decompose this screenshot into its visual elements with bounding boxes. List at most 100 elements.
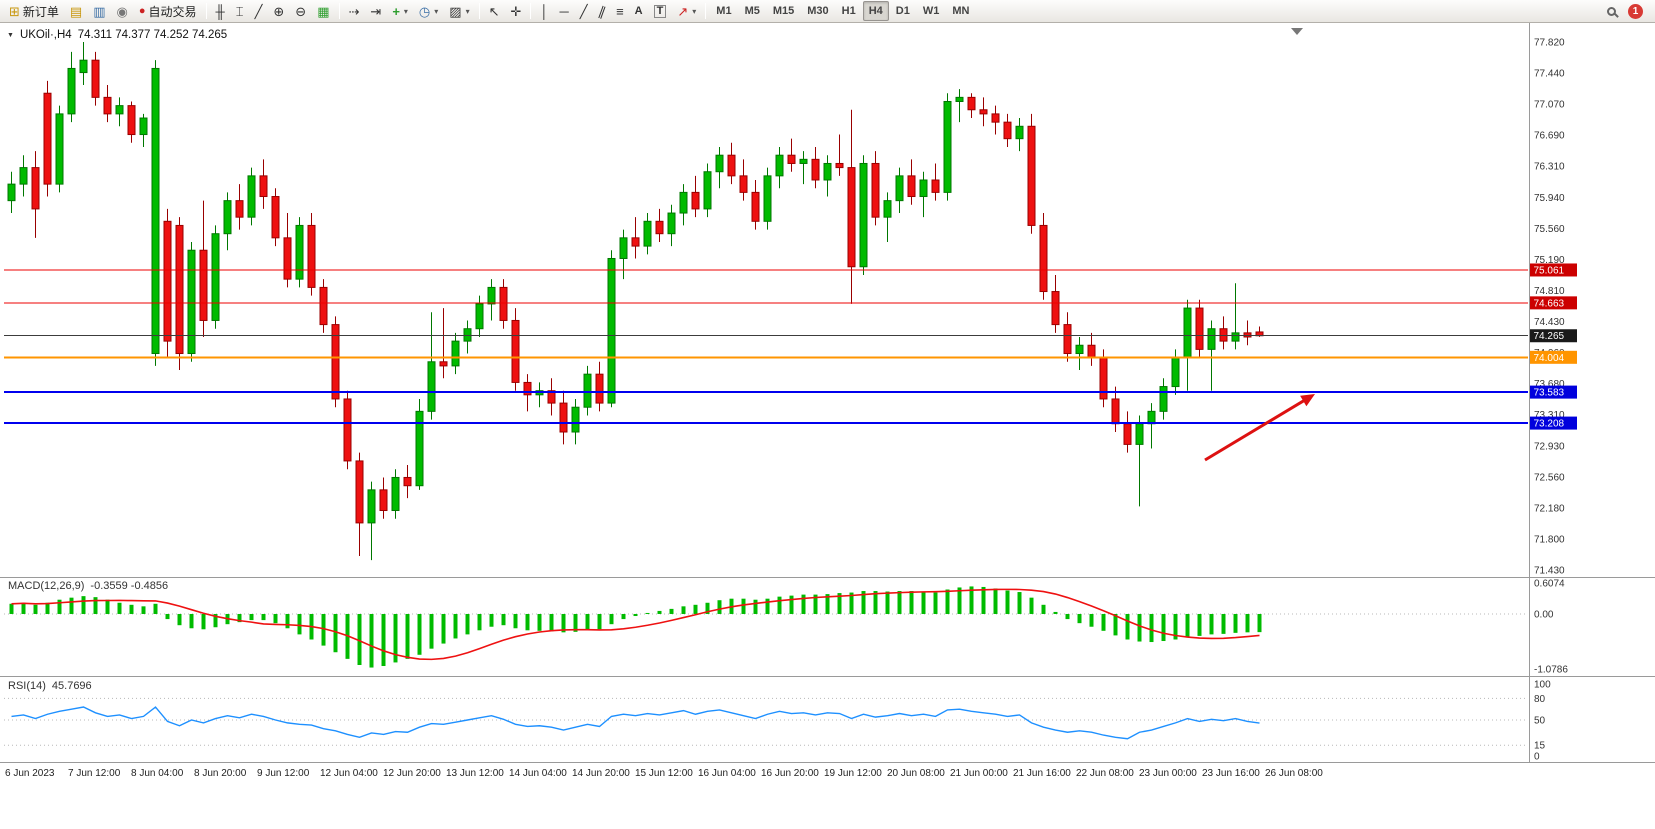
svg-text:80: 80 bbox=[1534, 694, 1546, 705]
candle-body bbox=[643, 220, 652, 247]
candle-body bbox=[787, 154, 796, 164]
candle-body bbox=[1123, 423, 1132, 445]
chart-canvas[interactable]: 77.820 77.440 77.070 76.690 76.310 75.940 75.5… bbox=[0, 23, 1655, 829]
svg-text:9 Jun 12:00: 9 Jun 12:00 bbox=[257, 768, 310, 779]
svg-text:8 Jun 20:00: 8 Jun 20:00 bbox=[194, 768, 247, 779]
candle-body bbox=[1219, 328, 1228, 342]
crosshair-tool-button[interactable]: ✛ bbox=[506, 1, 527, 21]
price-tag-text: 73.583 bbox=[1534, 388, 1565, 399]
svg-text:6 Jun 2023: 6 Jun 2023 bbox=[5, 768, 55, 779]
main-toolbar: ⊞ 新订单 ▤ ▥ ◉ ● 自动交易 ╫ ⌶ ╱ ⊕ ⊖ ▦ ⇢ ⇥ + ▾ ◷ ▾… bbox=[0, 0, 1655, 23]
svg-text:72.930: 72.930 bbox=[1534, 441, 1565, 452]
price-tag-text: 74.663 bbox=[1534, 298, 1565, 309]
timeframe-w1-button[interactable]: W1 bbox=[917, 1, 946, 21]
svg-text:20 Jun 08:00: 20 Jun 08:00 bbox=[887, 768, 945, 779]
charts-layers-button[interactable]: ▤ bbox=[65, 1, 87, 21]
svg-text:50: 50 bbox=[1534, 716, 1546, 727]
auto-scroll-button[interactable]: ⇢ bbox=[344, 1, 365, 21]
trend-arrow[interactable] bbox=[1204, 395, 1311, 462]
timeframe-d1-button[interactable]: D1 bbox=[890, 1, 916, 21]
vertical-line-tool-button[interactable]: │ bbox=[535, 1, 553, 21]
zoom-in-button[interactable]: ⊕ bbox=[268, 1, 289, 21]
chart-menu-triangle-icon[interactable]: ▼ bbox=[7, 31, 14, 39]
candle-body bbox=[1087, 344, 1096, 359]
candle-body bbox=[1075, 344, 1084, 355]
cursor-icon: ↖ bbox=[488, 3, 500, 19]
navigator-button[interactable]: ◉ bbox=[112, 1, 133, 21]
toolbar-separator bbox=[478, 3, 480, 19]
line-chart-button[interactable]: ╱ bbox=[250, 1, 268, 21]
bar-chart-button[interactable]: ╫ bbox=[211, 1, 230, 21]
horizontal-line-tool-button[interactable]: ─ bbox=[555, 1, 574, 21]
periods-button[interactable]: ◷ ▾ bbox=[414, 1, 443, 21]
candle-body bbox=[367, 489, 376, 524]
svg-text:75.560: 75.560 bbox=[1534, 224, 1565, 235]
price-tag-73.583 bbox=[1530, 385, 1577, 399]
candle-body bbox=[43, 92, 52, 185]
candle-body bbox=[1027, 125, 1036, 226]
candle-body bbox=[967, 96, 976, 111]
candle-body bbox=[847, 167, 856, 268]
chart-area: 77.820 77.440 77.070 76.690 76.310 75.940 75.5… bbox=[0, 23, 1655, 829]
timeframe-m15-button[interactable]: M15 bbox=[767, 1, 800, 21]
templates-icon: ▨ bbox=[449, 3, 462, 19]
tile-windows-button[interactable]: ▦ bbox=[312, 1, 334, 21]
price-axis: 77.820 77.440 77.070 76.690 76.310 75.940 75.5… bbox=[1534, 38, 1565, 577]
timeframe-h4-button[interactable]: H4 bbox=[862, 1, 889, 21]
timeframe-m30-button[interactable]: M30 bbox=[801, 1, 834, 21]
svg-text:76.310: 76.310 bbox=[1534, 162, 1565, 173]
market-watch-button[interactable]: ▥ bbox=[88, 1, 110, 21]
candles bbox=[7, 42, 1264, 561]
market-watch-icon: ▥ bbox=[93, 3, 106, 19]
svg-text:72.560: 72.560 bbox=[1534, 472, 1565, 483]
search-icon[interactable] bbox=[1607, 6, 1616, 16]
line-chart-icon: ╱ bbox=[254, 3, 263, 19]
candle-body bbox=[1207, 328, 1216, 350]
candle-body bbox=[811, 158, 820, 181]
svg-text:73.310: 73.310 bbox=[1534, 410, 1565, 421]
chart-shift-marker-icon[interactable] bbox=[1291, 28, 1303, 35]
indicators-button[interactable]: + ▾ bbox=[387, 1, 413, 21]
trend-arrow-head bbox=[1300, 394, 1315, 407]
candle-body bbox=[199, 249, 208, 321]
text-box-tool-button[interactable]: T bbox=[649, 1, 672, 21]
candle-body bbox=[343, 398, 352, 462]
candle-body bbox=[19, 167, 28, 185]
cursor-tool-button[interactable]: ↖ bbox=[484, 1, 505, 21]
timeframe-m1-button[interactable]: M1 bbox=[710, 1, 737, 21]
candle-body bbox=[175, 224, 184, 355]
svg-text:73.680: 73.680 bbox=[1534, 379, 1565, 390]
arrows-tool-button[interactable]: ↗ ▾ bbox=[672, 1, 701, 21]
layers-icon: ▤ bbox=[69, 3, 83, 19]
candle-body bbox=[139, 117, 148, 136]
chart-shift-button[interactable]: ⇥ bbox=[365, 1, 386, 21]
candle-body bbox=[487, 286, 496, 305]
macd-axis: 0.6074 0.00 -1.0786 bbox=[1534, 579, 1568, 676]
timeframe-h1-button[interactable]: H1 bbox=[836, 1, 862, 21]
auto-trading-button[interactable]: ● 自动交易 bbox=[134, 1, 202, 21]
new-order-button[interactable]: ⊞ 新订单 bbox=[4, 1, 64, 21]
templates-button[interactable]: ▨ ▾ bbox=[444, 1, 474, 21]
toolbar-separator bbox=[705, 3, 707, 19]
timeframe-mn-button[interactable]: MN bbox=[946, 1, 975, 21]
periods-clock-icon: ◷ bbox=[418, 3, 431, 19]
fibonacci-tool-button[interactable]: ≡ bbox=[611, 1, 629, 21]
channel-tool-button[interactable]: ∥ bbox=[594, 1, 611, 21]
candlestick-chart-button[interactable]: ⌶ bbox=[231, 1, 249, 21]
candle-body bbox=[391, 476, 400, 512]
svg-text:13 Jun 12:00: 13 Jun 12:00 bbox=[446, 768, 504, 779]
candle-body bbox=[763, 175, 772, 222]
zoom-out-button[interactable]: ⊖ bbox=[290, 1, 311, 21]
text-label-tool-button[interactable]: A bbox=[630, 1, 648, 21]
candle-body bbox=[55, 113, 64, 185]
notification-badge[interactable]: 1 bbox=[1628, 3, 1643, 19]
timeframe-m5-button[interactable]: M5 bbox=[739, 1, 766, 21]
candle-body bbox=[187, 249, 196, 355]
trendline-tool-button[interactable]: ╱ bbox=[575, 1, 593, 21]
candle-body bbox=[1135, 423, 1144, 445]
candle-body bbox=[247, 175, 256, 218]
new-order-label: 新订单 bbox=[22, 4, 59, 19]
new-order-icon: ⊞ bbox=[9, 3, 20, 19]
svg-text:74.430: 74.430 bbox=[1534, 317, 1565, 328]
chevron-down-icon: ▾ bbox=[403, 6, 408, 16]
